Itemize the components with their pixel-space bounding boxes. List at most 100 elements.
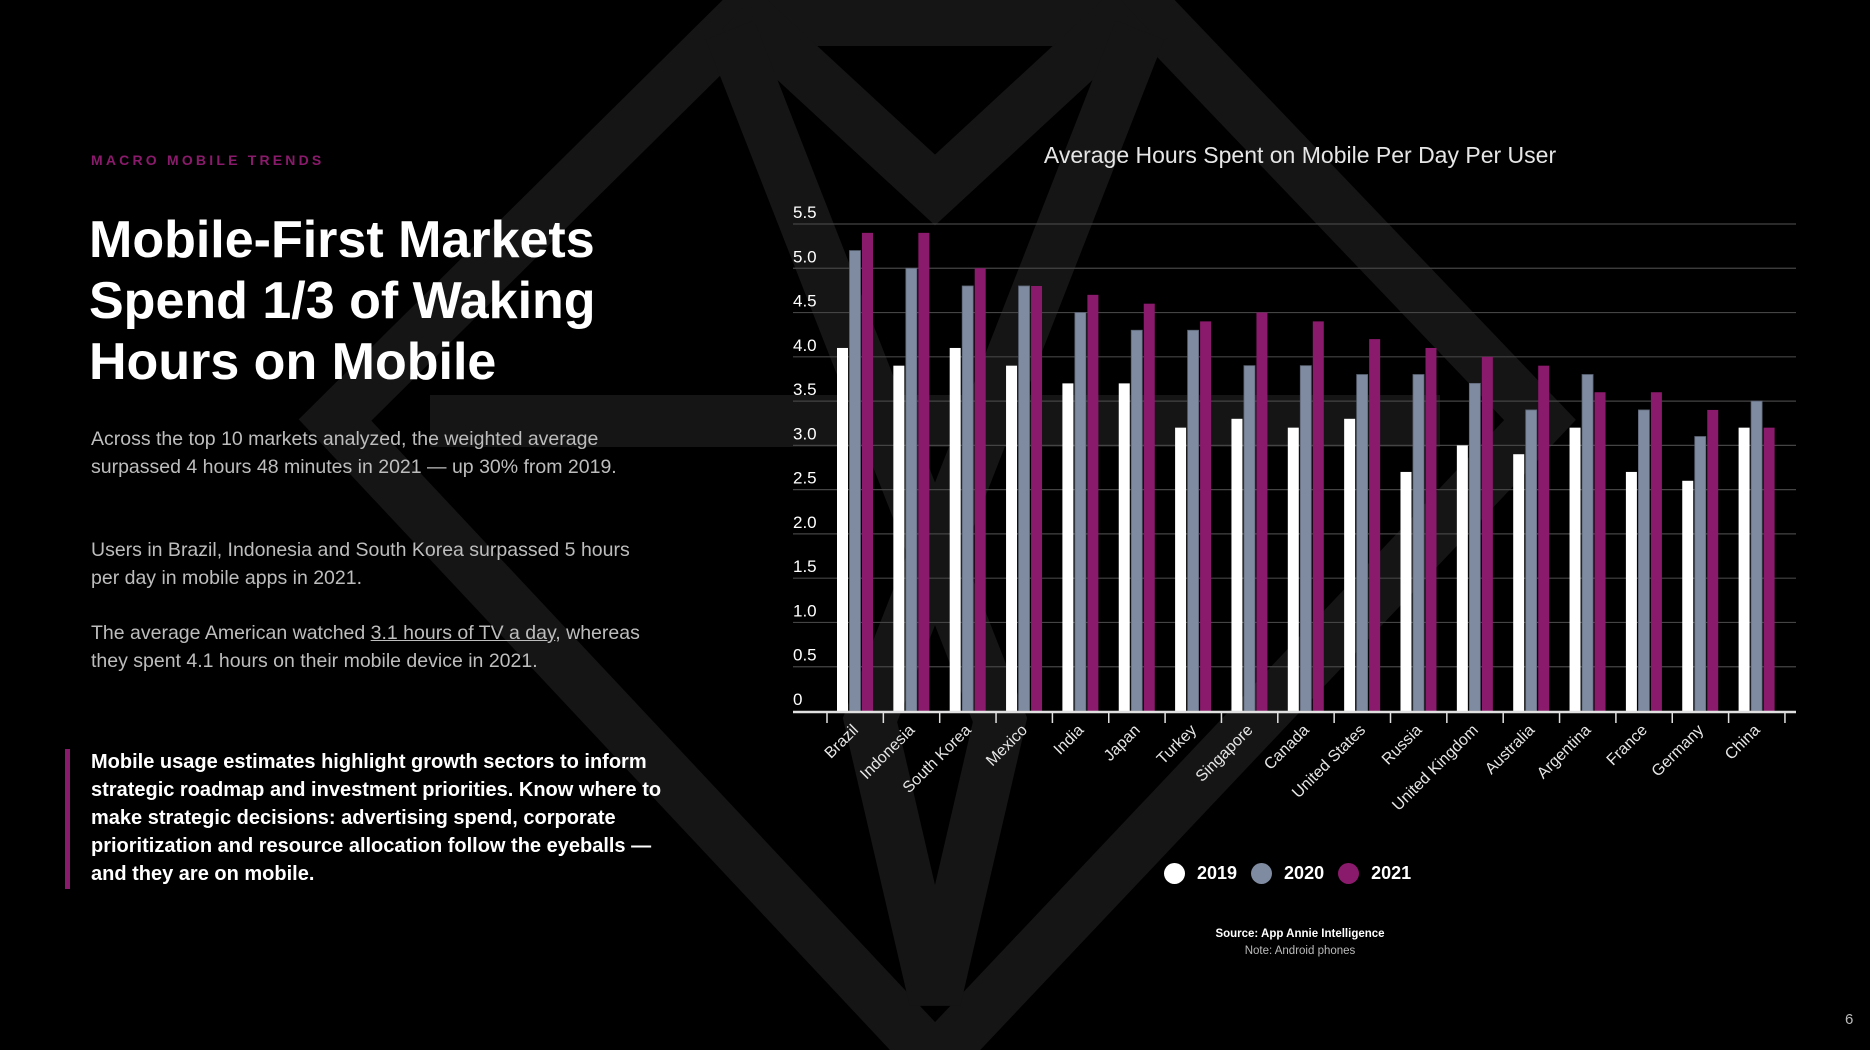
y-tick-label: 1.5 — [793, 557, 817, 576]
bar-2020-indonesia[interactable] — [905, 267, 918, 712]
bar-2019-germany[interactable] — [1682, 480, 1694, 711]
bar-2020-mexico[interactable] — [1018, 285, 1030, 712]
bar-2020-germany[interactable] — [1694, 436, 1707, 712]
bar-2021-south-korea[interactable] — [974, 268, 986, 711]
tv-text-after: , whereas they spent 4.1 hours on their … — [91, 622, 640, 672]
bar-2019-united-states[interactable] — [1344, 418, 1356, 711]
bars — [837, 232, 1775, 712]
paragraph-top-markets: Users in Brazil, Indonesia and South Kor… — [91, 539, 630, 589]
bar-2019-china[interactable] — [1738, 427, 1750, 711]
page-number: 6 — [1845, 1011, 1854, 1028]
y-tick-label: 4.5 — [793, 292, 817, 311]
bar-2019-argentina[interactable] — [1569, 427, 1581, 711]
x-tick-label: Germany — [1649, 722, 1708, 781]
y-tick-label: 5.5 — [793, 203, 817, 222]
x-tick-label: Brazil — [822, 722, 862, 762]
bar-2019-japan[interactable] — [1118, 383, 1130, 711]
bar-2021-brazil[interactable] — [862, 232, 873, 711]
bar-2020-turkey[interactable] — [1187, 329, 1199, 712]
bar-2021-united-states[interactable] — [1369, 339, 1381, 711]
x-tick-label: China — [1722, 722, 1764, 764]
bar-2019-indonesia[interactable] — [893, 365, 905, 711]
bar-2021-canada[interactable] — [1312, 321, 1324, 711]
bar-2019-brazil[interactable] — [837, 347, 848, 711]
x-tick-label: Singapore — [1193, 722, 1257, 786]
bar-2021-germany[interactable] — [1707, 409, 1719, 711]
bar-2019-turkey[interactable] — [1175, 427, 1187, 711]
page-title: Mobile-First Markets Spend 1/3 of Waking… — [89, 210, 649, 393]
bar-2019-south-korea[interactable] — [949, 347, 961, 711]
legend-label-2021: 2021 — [1371, 863, 1412, 883]
bar-2019-united-kingdom[interactable] — [1456, 445, 1468, 711]
bar-2021-india[interactable] — [1087, 294, 1099, 711]
y-tick-label: 0 — [793, 690, 802, 709]
legend-item-2021[interactable]: 2021 — [1338, 863, 1411, 884]
bar-2021-australia[interactable] — [1538, 365, 1550, 711]
tv-text-before: The average American watched — [91, 622, 371, 644]
title-line-2: Spend 1/3 of Waking — [89, 272, 596, 330]
bar-2020-singapore[interactable] — [1243, 365, 1256, 712]
bar-2020-south-korea[interactable] — [961, 285, 974, 712]
y-tick-label: 2.5 — [793, 469, 817, 488]
bar-2021-france[interactable] — [1650, 392, 1662, 711]
bar-2020-china[interactable] — [1750, 400, 1763, 712]
y-tick-label: 3.0 — [793, 424, 817, 443]
x-tick-label: France — [1604, 722, 1651, 769]
bar-2019-india[interactable] — [1062, 383, 1074, 711]
y-tick-label: 4.0 — [793, 336, 817, 355]
bar-2019-mexico[interactable] — [1006, 365, 1018, 711]
bar-2021-united-kingdom[interactable] — [1481, 356, 1493, 711]
y-tick-label: 5.0 — [793, 247, 817, 266]
bar-2021-russia[interactable] — [1425, 347, 1437, 711]
legend-label-2019: 2019 — [1197, 863, 1238, 883]
title-line-3: Hours on Mobile — [89, 333, 497, 391]
bar-2021-mexico[interactable] — [1031, 285, 1043, 711]
bar-2021-argentina[interactable] — [1594, 392, 1606, 711]
paragraph-weighted-average: Across the top 10 markets analyzed, the … — [91, 428, 617, 478]
x-tick-label: Japan — [1101, 722, 1144, 765]
bar-2021-singapore[interactable] — [1256, 312, 1268, 711]
bar-2020-brazil[interactable] — [849, 250, 861, 712]
x-tick-label: Mexico — [983, 722, 1031, 770]
bar-2019-singapore[interactable] — [1231, 418, 1243, 711]
y-tick-label: 3.5 — [793, 380, 817, 399]
title-line-1: Mobile-First Markets — [89, 211, 595, 269]
y-tick-label: 1.0 — [793, 601, 817, 620]
bar-2020-united-kingdom[interactable] — [1468, 382, 1481, 712]
x-tick-label: Turkey — [1154, 722, 1200, 768]
bar-2019-france[interactable] — [1625, 471, 1637, 711]
bar-2021-japan[interactable] — [1143, 303, 1155, 711]
legend-dot-2021-icon — [1338, 863, 1360, 884]
x-tick-label: India — [1051, 722, 1088, 759]
bar-2021-indonesia[interactable] — [918, 232, 930, 711]
tv-hours-link[interactable]: 3.1 hours of TV a day — [370, 622, 556, 644]
bar-2019-canada[interactable] — [1287, 427, 1299, 711]
section-eyebrow: MACRO MOBILE TRENDS — [91, 152, 325, 168]
chart-title: Average Hours Spent on Mobile Per Day Pe… — [1043, 142, 1557, 168]
chart-legend: 2019 2020 2021 — [1164, 863, 1425, 884]
y-axis-ticks: 0 0.5 1.0 1.5 2.0 2.5 3.0 3.5 4.0 4.5 5.0 5.5 — [793, 203, 817, 709]
bar-2020-japan[interactable] — [1130, 329, 1143, 712]
bar-2020-france[interactable] — [1638, 409, 1650, 712]
y-tick-label: 2.0 — [793, 513, 817, 532]
bar-2019-australia[interactable] — [1513, 454, 1525, 711]
bar-2021-china[interactable] — [1763, 427, 1775, 711]
x-tick-label: Australia — [1482, 722, 1538, 778]
bar-2019-russia[interactable] — [1400, 471, 1412, 711]
bar-2020-australia[interactable] — [1525, 409, 1538, 712]
bar-2020-canada[interactable] — [1299, 365, 1312, 712]
bar-2021-turkey[interactable] — [1200, 321, 1212, 711]
chart-note: Note: Android phones — [1244, 945, 1356, 957]
x-tick-label: Russia — [1379, 722, 1426, 769]
legend-item-2020[interactable]: 2020 — [1251, 863, 1324, 884]
x-tick-label: Canada — [1261, 722, 1313, 774]
bar-2020-argentina[interactable] — [1581, 374, 1594, 712]
bar-2020-india[interactable] — [1074, 312, 1087, 712]
legend-item-2019[interactable]: 2019 — [1164, 863, 1237, 884]
legend-label-2020: 2020 — [1284, 863, 1325, 883]
y-tick-label: 0.5 — [793, 646, 817, 665]
bar-2020-russia[interactable] — [1412, 374, 1425, 712]
bar-2020-united-states[interactable] — [1356, 374, 1369, 712]
